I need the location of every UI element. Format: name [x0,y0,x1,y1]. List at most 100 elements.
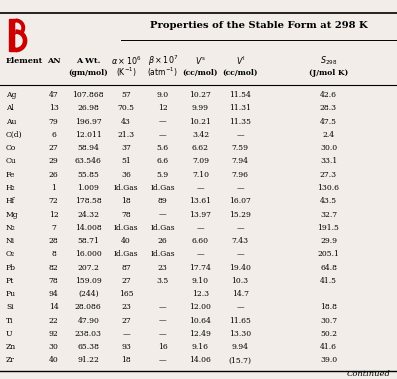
Text: 29: 29 [49,157,58,166]
Text: —: — [197,224,204,232]
Text: (cc/mol): (cc/mol) [222,69,258,77]
Text: —: — [197,184,204,192]
Text: 18.8: 18.8 [320,303,337,312]
Text: AN: AN [47,56,60,65]
Text: 26.98: 26.98 [77,104,99,113]
Text: 39.0: 39.0 [320,356,337,365]
Text: 196.97: 196.97 [75,117,102,126]
Text: 93: 93 [121,343,131,351]
Text: 9.99: 9.99 [192,104,209,113]
Text: 50.2: 50.2 [320,330,337,338]
Text: 7.10: 7.10 [192,171,209,179]
Text: $(\rm K^{-1})$: $(\rm K^{-1})$ [116,66,136,80]
Text: 11.54: 11.54 [229,91,251,99]
Text: (cc/mol): (cc/mol) [183,69,218,77]
Text: 238.03: 238.03 [75,330,102,338]
Text: 18: 18 [121,356,131,365]
Polygon shape [16,19,25,36]
Text: 12: 12 [158,104,168,113]
Text: 14.06: 14.06 [189,356,212,365]
Text: Cu: Cu [6,157,17,166]
Text: 42.6: 42.6 [320,91,337,99]
Text: Id.Gas: Id.Gas [114,250,139,258]
Text: 91.22: 91.22 [77,356,99,365]
Text: 9.0: 9.0 [157,91,169,99]
Text: 63.546: 63.546 [75,157,102,166]
Text: 40: 40 [121,237,131,245]
Text: 7.43: 7.43 [231,237,249,245]
Text: 57: 57 [121,91,131,99]
Text: 27: 27 [121,316,131,325]
Text: Id.Gas: Id.Gas [150,250,175,258]
Text: 26: 26 [158,237,168,245]
Text: 207.2: 207.2 [77,263,99,272]
Text: 13.97: 13.97 [189,210,212,219]
Text: —: — [236,131,244,139]
Text: 10.3: 10.3 [231,277,249,285]
Text: 16.07: 16.07 [229,197,251,205]
Text: 191.5: 191.5 [318,224,339,232]
Text: Si: Si [6,303,13,312]
Text: 178.58: 178.58 [75,197,102,205]
Text: 82: 82 [49,263,58,272]
Text: 10.27: 10.27 [189,91,212,99]
Text: 22: 22 [49,316,58,325]
Text: —: — [159,356,167,365]
Text: $\beta \times 10^7$: $\beta \times 10^7$ [148,53,178,68]
Text: —: — [236,250,244,258]
Text: 92: 92 [49,330,58,338]
Polygon shape [16,23,21,33]
Text: $V^{\rm l}$: $V^{\rm l}$ [235,55,245,67]
Text: 9.16: 9.16 [192,343,209,351]
Text: 87: 87 [121,263,131,272]
Text: 13: 13 [49,104,58,113]
Text: 28.086: 28.086 [75,303,102,312]
Text: 11.31: 11.31 [229,104,251,113]
Text: 14: 14 [49,303,58,312]
Text: 19.40: 19.40 [229,263,251,272]
Text: 89: 89 [158,197,168,205]
Text: (gm/mol): (gm/mol) [68,69,108,77]
Text: 7: 7 [51,224,56,232]
Text: 58.94: 58.94 [77,144,99,152]
Text: 27: 27 [49,144,58,152]
Text: 47.90: 47.90 [77,316,99,325]
Text: U: U [6,330,12,338]
Text: 11.35: 11.35 [229,117,251,126]
Text: Ag: Ag [6,91,16,99]
Text: A Wt.: A Wt. [76,56,100,65]
Text: 11.65: 11.65 [229,316,251,325]
Text: 13.30: 13.30 [229,330,251,338]
Text: —: — [159,303,167,312]
Text: 7.59: 7.59 [232,144,249,152]
Text: 7.96: 7.96 [232,171,249,179]
Text: Properties of the Stable Form at 298 K: Properties of the Stable Form at 298 K [150,21,368,30]
Text: 27.3: 27.3 [320,171,337,179]
Text: 10.21: 10.21 [189,117,212,126]
Text: 32.7: 32.7 [320,210,337,219]
Text: 43: 43 [121,117,131,126]
Text: 33.1: 33.1 [320,157,337,166]
Text: Ni: Ni [6,237,15,245]
Text: 78: 78 [49,277,58,285]
Text: 5.6: 5.6 [157,144,169,152]
Text: 55.85: 55.85 [77,171,99,179]
Text: 10.64: 10.64 [189,316,212,325]
Text: $V^{\rm s}$: $V^{\rm s}$ [195,55,206,66]
Text: (J/mol K): (J/mol K) [309,69,348,77]
Text: 12.3: 12.3 [192,290,209,298]
Text: 36: 36 [121,171,131,179]
Text: —: — [159,330,167,338]
Text: —: — [236,303,244,312]
Text: $(\rm atm^{-1})$: $(\rm atm^{-1})$ [147,66,178,80]
Text: —: — [122,330,130,338]
Text: 28.3: 28.3 [320,104,337,113]
Text: Element: Element [6,56,43,65]
Text: 17.74: 17.74 [189,263,212,272]
Text: 30.0: 30.0 [320,144,337,152]
Text: Au: Au [6,117,16,126]
Text: 72: 72 [49,197,58,205]
Text: 18: 18 [121,197,131,205]
Text: —: — [197,250,204,258]
Text: O₂: O₂ [6,250,15,258]
